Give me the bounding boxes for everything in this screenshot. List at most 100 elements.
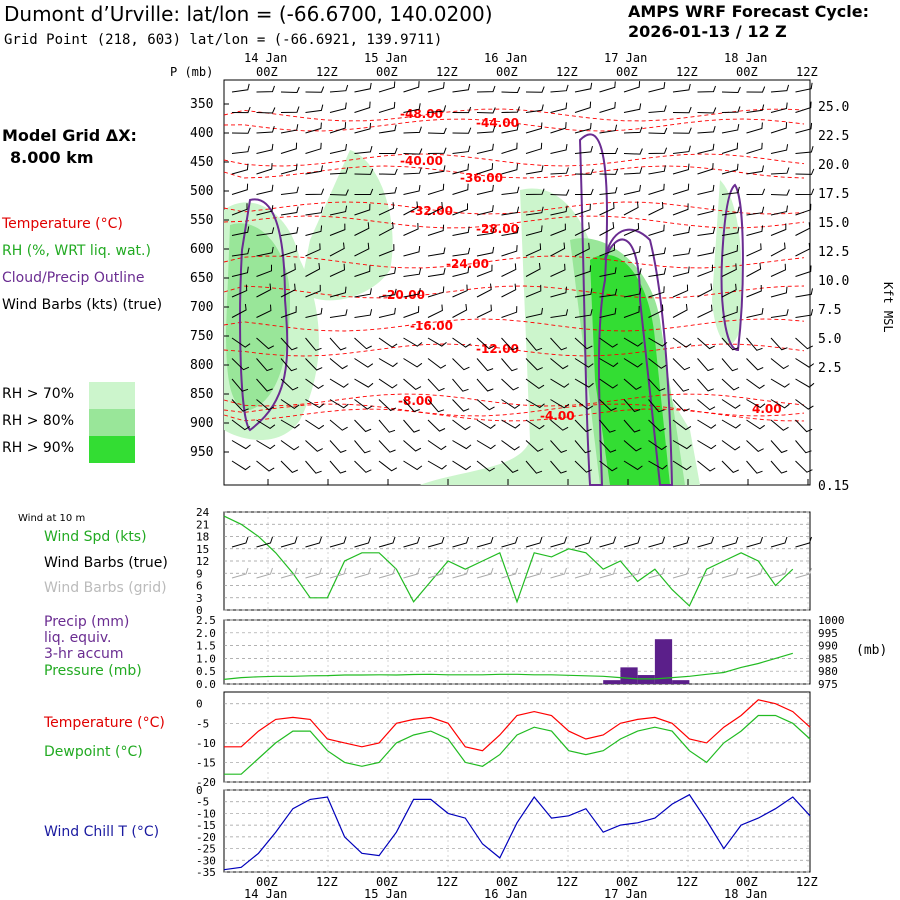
legend-rh: RH (%, WRT liq. wat.) <box>2 243 151 259</box>
wind-barb <box>354 168 374 175</box>
windchill-panel-tick-label: -15 <box>196 819 216 832</box>
surface-grid-wind-barb <box>427 567 445 579</box>
wind-barb <box>354 309 373 318</box>
pressure-tick-label: 500 <box>190 184 213 199</box>
wind-barb <box>672 303 688 318</box>
wind-barb <box>280 337 298 351</box>
wind-barb <box>770 440 788 454</box>
wind-barb <box>280 399 300 410</box>
wind-barb <box>574 419 592 433</box>
wind-barb <box>452 145 471 154</box>
wind-barb <box>525 440 544 452</box>
wind-barb <box>280 163 298 175</box>
rh-area <box>590 254 670 485</box>
wind-barb <box>501 399 520 409</box>
wind-barb <box>329 440 347 453</box>
surface-wind-barb <box>231 536 249 548</box>
wind-barb <box>427 147 447 154</box>
wind-barb <box>746 440 764 453</box>
wind-barb <box>574 309 593 318</box>
temperature-contour <box>223 153 805 167</box>
wind-barb <box>305 243 321 257</box>
wind-barb <box>599 101 616 113</box>
wind-barb <box>280 306 297 318</box>
wind-barb <box>378 378 398 389</box>
wind-barb <box>574 337 593 350</box>
wind-barb <box>280 263 296 277</box>
wind-barb <box>574 242 590 257</box>
legend-rh90-text: RH > 90% <box>2 440 75 456</box>
wind-barb <box>378 288 397 298</box>
surface-grid-wind-barb <box>648 567 665 579</box>
wind-barb <box>697 205 715 216</box>
surface-grid-wind-barb <box>452 567 469 579</box>
pressure-right-tick: 975 <box>818 678 838 691</box>
wind-barb <box>648 399 665 413</box>
wind-barb <box>525 358 543 371</box>
bottom-time-tick: 00Z <box>256 875 278 889</box>
wind-barb <box>231 127 251 134</box>
wind-barb <box>525 188 545 195</box>
wind-barb <box>550 102 568 113</box>
wind-barb <box>599 244 615 257</box>
wind-barb <box>672 460 692 471</box>
wind-barb <box>574 378 594 388</box>
wind-panel-tick-label: 0 <box>196 604 203 617</box>
wind-barb <box>770 263 787 277</box>
temperature-contour <box>223 108 805 122</box>
wind-barb <box>648 105 667 113</box>
wind-barb <box>378 124 397 134</box>
wind-barb <box>476 460 495 472</box>
wind-barb <box>501 263 517 277</box>
pressure-right-tick: 990 <box>818 640 838 653</box>
legend-cloud: Cloud/Precip Outline <box>2 270 145 286</box>
height-tick-label: 17.5 <box>818 187 849 202</box>
surface-wind-barb <box>770 536 788 548</box>
wind-barb <box>305 419 325 430</box>
dewpoint-legend: Dewpoint (°C) <box>44 744 143 760</box>
wind-barb <box>476 304 492 318</box>
wind-barb <box>672 419 692 431</box>
wind-barb <box>427 82 445 93</box>
wind-barb <box>623 245 641 257</box>
wind-barb <box>280 142 298 154</box>
wind-barb <box>550 337 568 351</box>
cloud-outline <box>578 133 608 486</box>
wind-barb <box>721 186 740 195</box>
wind-barb <box>305 142 322 154</box>
wind-barb <box>452 378 469 392</box>
surface-grid-wind-barb <box>795 567 812 579</box>
surface-grid-wind-barb <box>256 567 273 579</box>
wind-barb <box>795 440 812 454</box>
wind-barb <box>697 246 715 257</box>
wind-barb <box>427 378 445 392</box>
bottom-time-tick: 00Z <box>496 875 518 889</box>
wind-barb <box>599 168 619 175</box>
wind-barb <box>231 266 249 277</box>
wind-barb <box>403 288 421 298</box>
wind-barb <box>574 82 593 93</box>
height-tick-label: 2.5 <box>818 361 841 376</box>
surface-grid-wind-barb <box>403 567 420 579</box>
surface-grid-wind-barb <box>280 567 298 579</box>
wind-barb <box>378 81 396 93</box>
wind-barb <box>599 267 617 277</box>
wind-barb <box>476 143 494 154</box>
wind-barb <box>746 460 763 474</box>
wind-barb <box>599 378 618 389</box>
wind-barb <box>550 167 569 175</box>
wind-barb <box>476 337 495 350</box>
top-day-label: 17 Jan <box>604 51 647 65</box>
wind-barb <box>256 419 276 430</box>
top-time-tick: 00Z <box>256 65 278 79</box>
temperature-legend: Temperature (°C) <box>43 715 165 731</box>
wind-barb <box>721 440 741 451</box>
bottom-time-tick: 12Z <box>436 875 458 889</box>
wind-barb <box>550 122 567 134</box>
wind-barb <box>280 86 300 94</box>
precip-legend-line: 3-hr accum <box>44 646 124 662</box>
wind-barb <box>501 163 518 175</box>
precip-panel-tick-label: 0.5 <box>196 665 216 678</box>
wind-barb <box>501 86 521 94</box>
